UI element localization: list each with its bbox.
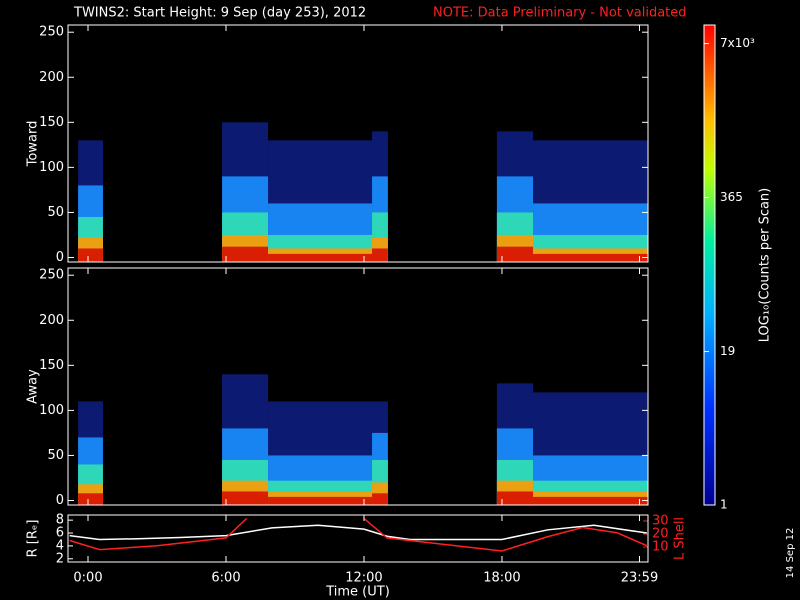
spectrogram-band xyxy=(496,491,534,505)
spectrogram-band xyxy=(372,248,388,262)
spectrogram-band xyxy=(533,496,648,505)
y-axis-label: R [Rₑ] xyxy=(26,520,41,558)
y-tick-label: 0 xyxy=(56,250,64,265)
y-tick-label: 6 xyxy=(56,526,64,541)
note: NOTE: Data Preliminary - Not validated xyxy=(433,6,687,21)
spectrogram-band xyxy=(533,253,648,262)
colorbar-tick-label: 365 xyxy=(720,190,743,204)
x-tick-label: 12:00 xyxy=(345,571,382,586)
y-tick-label: 50 xyxy=(47,448,64,463)
title: TWINS2: Start Height: 9 Sep (day 253), 2… xyxy=(73,6,366,21)
spectrogram-band xyxy=(222,491,269,505)
spectrogram-band xyxy=(268,253,373,262)
spectrogram-band xyxy=(78,493,103,505)
plot-frame xyxy=(67,267,649,506)
y-tick-label: 50 xyxy=(47,205,64,220)
spectrogram-band xyxy=(268,496,373,505)
spectrogram-band xyxy=(222,246,269,262)
y-tick-label: 2 xyxy=(56,551,64,566)
orbit-line xyxy=(69,517,648,552)
x-tick-label: 23:59 xyxy=(621,571,658,586)
date-stamp: 14 Sep 12 xyxy=(785,528,796,579)
y-tick-label: 4 xyxy=(56,538,64,553)
y2-axis-label: L Shell xyxy=(673,517,688,560)
y-tick-label: 200 xyxy=(39,70,64,85)
colorbar-tick-label: 1 xyxy=(720,498,728,512)
y2-tick-label: 30 xyxy=(652,513,669,528)
spectrogram-band xyxy=(372,493,388,505)
y-tick-label: 100 xyxy=(39,403,64,418)
orbit-line xyxy=(69,524,647,541)
y-tick-label: 100 xyxy=(39,160,64,175)
y-axis-label: Away xyxy=(26,369,41,404)
y-tick-label: 200 xyxy=(39,313,64,328)
y-tick-label: 0 xyxy=(56,493,64,508)
colorbar-tick-label: 19 xyxy=(720,344,735,358)
x-axis-label: Time (UT) xyxy=(325,585,390,600)
colorbar-tick-label: 7x10³ xyxy=(720,36,755,50)
y-tick-label: 8 xyxy=(56,513,64,528)
y-tick-label: 250 xyxy=(39,268,64,283)
plot-frame xyxy=(67,24,649,263)
colorbar xyxy=(703,24,716,506)
colorbar-label: LOG₁₀(Counts per Scan) xyxy=(758,188,773,343)
plot-frame xyxy=(67,514,649,563)
y-axis-label: Toward xyxy=(26,121,41,168)
y-tick-label: 250 xyxy=(39,25,64,40)
y-tick-label: 150 xyxy=(39,115,64,130)
x-tick-label: 0:00 xyxy=(73,571,102,586)
spectrogram-band xyxy=(78,248,103,262)
y2-tick-label: 10 xyxy=(652,540,669,555)
y2-tick-label: 20 xyxy=(652,527,669,542)
x-tick-label: 6:00 xyxy=(211,571,240,586)
x-tick-label: 18:00 xyxy=(483,571,520,586)
y-tick-label: 150 xyxy=(39,358,64,373)
spectrogram-band xyxy=(496,246,534,262)
